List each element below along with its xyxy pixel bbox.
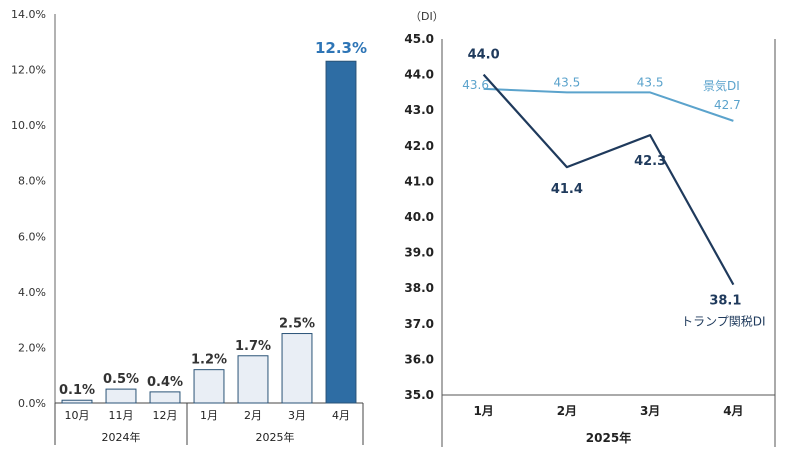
- line-y-tick-label: 38.0: [404, 281, 434, 295]
- bar-y-tick-label: 2.0%: [18, 341, 46, 354]
- bar-series: [61, 60, 357, 404]
- line-y-tick-label: 39.0: [404, 246, 434, 260]
- bar-value-label: 2.5%: [279, 317, 315, 332]
- line-y-tick-label: 37.0: [404, 317, 434, 331]
- bar-category-label: 11月: [109, 409, 134, 422]
- bar-value-label: 12.3%: [315, 39, 367, 57]
- bar-y-tick-label: 10.0%: [11, 119, 46, 132]
- bar: [105, 388, 137, 404]
- bar: [237, 355, 269, 404]
- bar-category-label: 3月: [288, 409, 306, 422]
- line-series-name: トランプ関税DI: [681, 315, 765, 329]
- bar-value-label: 1.2%: [191, 353, 227, 368]
- line-y-tick-label: 40.0: [404, 210, 434, 224]
- line-y-axis-ticks: 35.0 36.0 37.0 38.0 39.0 40.0 41.0 42.0 43.0 44.0…: [404, 32, 434, 402]
- bar-category-label: 12月: [153, 409, 178, 422]
- line-value-label: 43.5: [637, 75, 664, 89]
- bar-category-label: 4月: [332, 409, 350, 422]
- line-value-label: 42.7: [714, 98, 741, 112]
- bar-category-label: 10月: [65, 409, 90, 422]
- line-value-label: 42.3: [634, 154, 666, 169]
- line-y-tick-label: 43.0: [404, 103, 434, 117]
- bar-chart: 0.0% 2.0% 4.0% 6.0% 8.0% 10.0% 12.0% 14.0% 0.1%…: [11, 8, 367, 445]
- line-series-names: 景気DI トランプ関税DI: [681, 78, 765, 329]
- bar-value-label: 0.5%: [103, 372, 139, 387]
- line-series: [482, 73, 735, 286]
- bar-y-tick-label: 8.0%: [18, 175, 46, 188]
- bar-y-axis-ticks: 0.0% 2.0% 4.0% 6.0% 8.0% 10.0% 12.0% 14.0%: [11, 8, 46, 410]
- line-y-axis-title: （DI）: [410, 10, 444, 23]
- bar: [325, 60, 357, 404]
- line-category-label: 2月: [557, 404, 577, 418]
- line-y-tick-label: 44.0: [404, 68, 434, 82]
- bar-y-tick-label: 0.0%: [18, 397, 46, 410]
- bar-y-tick-label: 4.0%: [18, 286, 46, 299]
- line-series-name: 景気DI: [703, 78, 740, 93]
- line-category-labels: 1月 2月 3月 4月: [473, 404, 743, 418]
- line-y-tick-label: 42.0: [404, 139, 434, 153]
- bar-y-tick-label: 12.0%: [11, 64, 46, 77]
- bar-group-label: 2024年: [102, 430, 141, 444]
- bar: [61, 399, 93, 404]
- line-value-labels: 43.6 43.5 43.5 42.7 44.0 41.4 42.3 38.1: [462, 48, 741, 309]
- line-value-label: 44.0: [468, 48, 500, 63]
- line-y-tick-label: 35.0: [404, 388, 434, 402]
- line-value-label: 38.1: [709, 294, 741, 309]
- line-series-path: [483, 87, 734, 122]
- bar-value-labels: 0.1% 0.5% 0.4% 1.2% 1.7% 2.5% 12.3%: [59, 39, 367, 398]
- bar-value-label: 0.1%: [59, 383, 95, 398]
- line-value-label: 43.5: [554, 75, 581, 89]
- bar-value-label: 0.4%: [147, 375, 183, 390]
- line-value-label: 43.6: [462, 78, 489, 92]
- bar-y-tick-label: 6.0%: [18, 230, 46, 243]
- bar-group-label: 2025年: [256, 430, 295, 444]
- bar-y-tick-label: 14.0%: [11, 8, 46, 21]
- bar-category-label: 2月: [244, 409, 262, 422]
- line-chart: （DI） 35.0 36.0 37.0 38.0 39.0 40.0 41.0 42.0 43.…: [404, 10, 776, 447]
- line-series-path: [482, 73, 735, 286]
- line-plot-frame: [441, 39, 776, 447]
- bar-category-labels: 10月 11月 12月 1月 2月 3月 4月: [65, 409, 351, 422]
- line-x-axis-title: 2025年: [586, 430, 631, 445]
- bar-category-label: 1月: [200, 409, 218, 422]
- bar: [149, 391, 181, 404]
- line-category-label: 4月: [723, 404, 743, 418]
- bar: [193, 369, 225, 404]
- line-y-tick-label: 41.0: [404, 174, 434, 188]
- line-category-label: 1月: [473, 404, 493, 418]
- line-y-tick-label: 36.0: [404, 352, 434, 366]
- bar-value-label: 1.7%: [235, 339, 271, 354]
- line-y-tick-label: 45.0: [404, 32, 434, 46]
- line-category-label: 3月: [640, 404, 660, 418]
- bar: [281, 333, 313, 404]
- bar-group-labels: 2024年 2025年: [54, 403, 364, 445]
- line-value-label: 41.4: [551, 182, 583, 197]
